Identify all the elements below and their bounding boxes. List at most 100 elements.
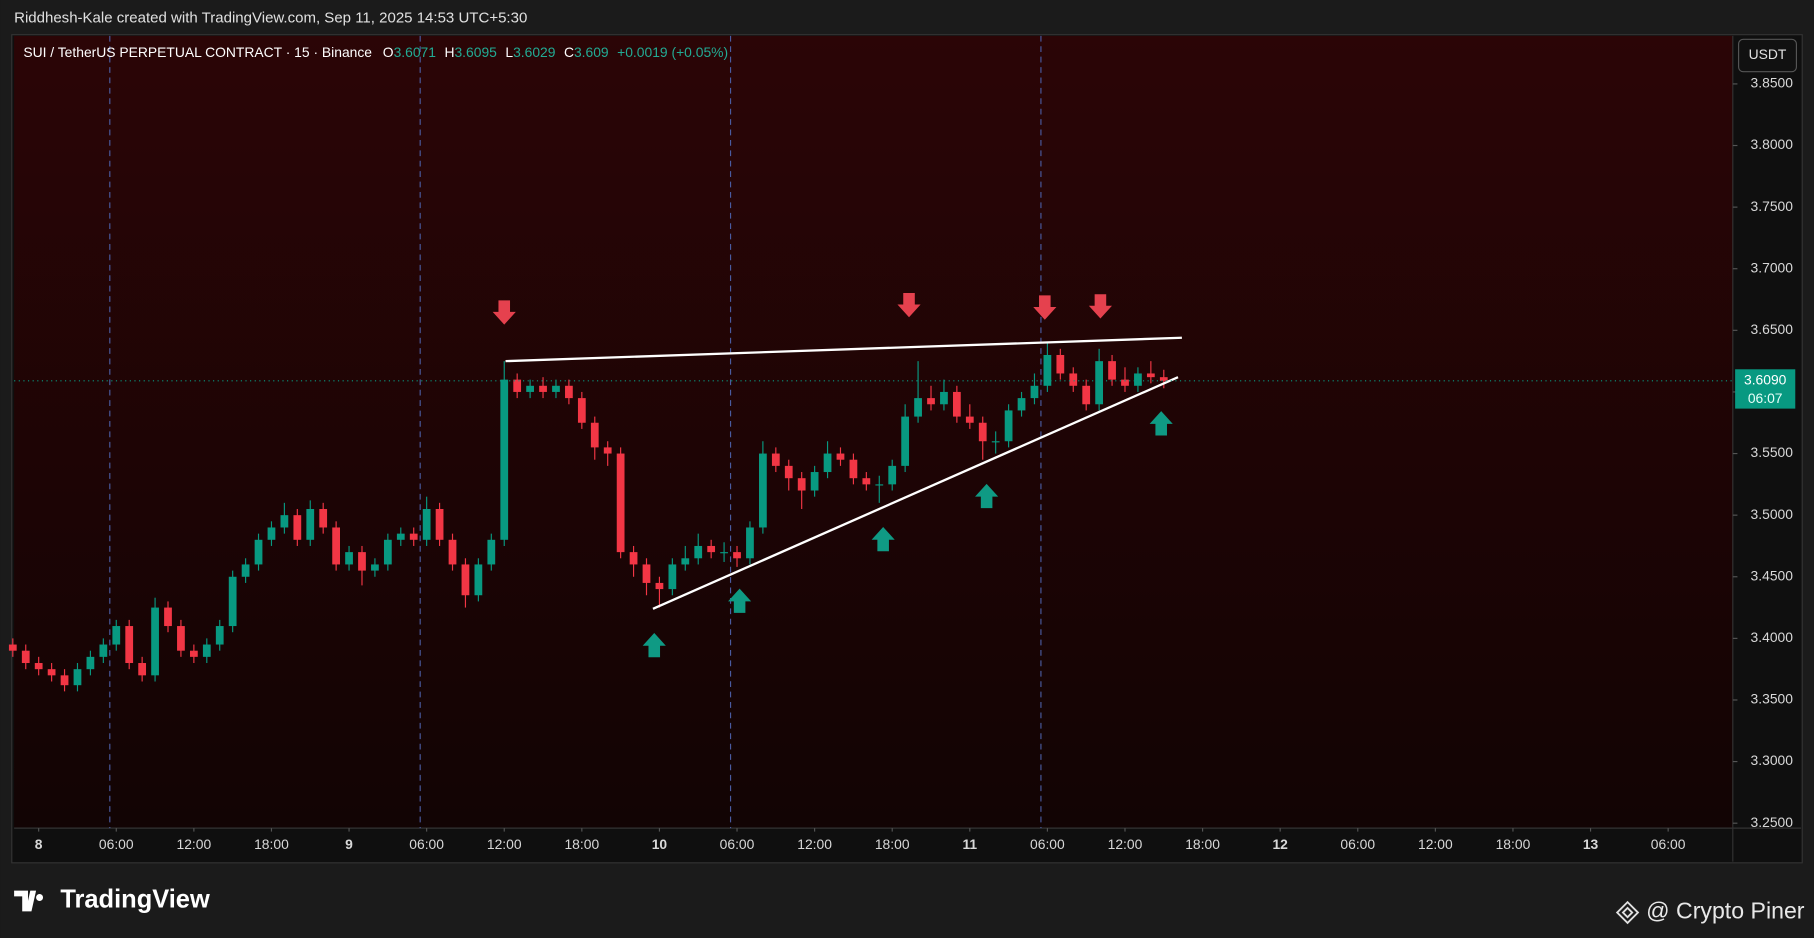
x-tick-label: 18:00 bbox=[875, 836, 910, 852]
current-price-label: 3.6090 bbox=[1744, 372, 1787, 388]
x-tick-label: 06:00 bbox=[720, 836, 755, 852]
open-value: 3.6071 bbox=[394, 44, 437, 60]
candle-body bbox=[1043, 354, 1052, 386]
candle-body bbox=[86, 656, 95, 670]
candle-body bbox=[202, 644, 211, 657]
candle-body bbox=[138, 663, 147, 676]
candle-body bbox=[991, 441, 1000, 443]
x-tick-label: 12 bbox=[1272, 836, 1288, 852]
currency-button-box[interactable] bbox=[1738, 38, 1798, 73]
candle-body bbox=[99, 644, 108, 657]
candle-body bbox=[164, 607, 172, 627]
candle-body bbox=[1095, 361, 1104, 405]
candle-body bbox=[862, 478, 871, 485]
candle-body bbox=[8, 644, 17, 651]
candle-body bbox=[396, 533, 405, 540]
candle-body bbox=[371, 564, 379, 571]
x-tick-label: 06:00 bbox=[1651, 836, 1686, 852]
candle-body bbox=[1017, 398, 1026, 411]
y-tick-label: 3.5000 bbox=[1751, 506, 1794, 522]
y-tick-label: 3.7500 bbox=[1751, 198, 1794, 214]
candle-body bbox=[1056, 354, 1065, 374]
y-tick-label: 3.8000 bbox=[1751, 136, 1794, 152]
x-tick-label: 12:00 bbox=[177, 836, 212, 852]
candle-body bbox=[487, 539, 496, 565]
candle-body bbox=[435, 508, 444, 540]
candle-body bbox=[228, 576, 237, 627]
change-value: +0.0019 (+0.05%) bbox=[617, 44, 728, 60]
trend-line bbox=[652, 376, 1179, 610]
logo-text[interactable]: TradingView bbox=[60, 886, 210, 914]
overlay-layer: 3.6090 06:07 bbox=[14, 292, 1796, 658]
candle-body bbox=[47, 669, 56, 676]
x-tick-label: 12:00 bbox=[797, 836, 832, 852]
candle-body bbox=[616, 453, 625, 553]
plot-area bbox=[14, 35, 1733, 829]
candle-body bbox=[1159, 377, 1168, 381]
candle-body bbox=[1069, 373, 1078, 386]
candle-body bbox=[888, 465, 897, 485]
candle-body bbox=[383, 539, 392, 565]
candle-body bbox=[771, 453, 780, 466]
candle-body bbox=[784, 465, 793, 479]
logo-icon[interactable] bbox=[14, 890, 44, 912]
arrow-marker bbox=[1149, 411, 1173, 436]
candle-body bbox=[409, 533, 418, 540]
y-tick-label: 3.3000 bbox=[1751, 752, 1794, 768]
y-tick-label: 3.2500 bbox=[1751, 814, 1794, 830]
low-label: L bbox=[505, 44, 513, 60]
candle-body bbox=[60, 675, 69, 686]
high-value: 3.6095 bbox=[454, 44, 497, 60]
candle-body bbox=[1108, 361, 1116, 380]
watermark-icon bbox=[1615, 900, 1640, 925]
candle-body bbox=[215, 626, 224, 645]
x-tick-label: 18:00 bbox=[254, 836, 289, 852]
candle-body bbox=[707, 545, 716, 553]
candle-body bbox=[720, 552, 728, 554]
candle-body bbox=[836, 453, 845, 460]
grid-layer: 3.2500 3.3000 3.3500 3.4000 3.4500 3.5000 3.55… bbox=[35, 35, 1794, 852]
x-tick-label: 06:00 bbox=[1030, 836, 1065, 852]
candle-body bbox=[189, 650, 198, 657]
candle-body bbox=[241, 564, 250, 577]
candle-body bbox=[1082, 385, 1091, 405]
candle-body bbox=[332, 527, 341, 565]
candle-body bbox=[306, 508, 315, 540]
candle-body bbox=[901, 416, 910, 466]
candle-body bbox=[978, 422, 987, 442]
candle-body bbox=[681, 558, 690, 565]
arrow-marker bbox=[642, 632, 666, 658]
tradingview-logo[interactable]: TradingView bbox=[14, 886, 210, 914]
x-tick-label: 13 bbox=[1583, 836, 1599, 852]
candle-body bbox=[849, 459, 858, 479]
legend: SUI / TetherUS PERPETUAL CONTRACT · 15 ·… bbox=[23, 44, 728, 60]
candle-body bbox=[733, 552, 741, 559]
candle-body bbox=[810, 472, 819, 491]
currency-label[interactable]: USDT bbox=[1749, 46, 1787, 62]
watermark: @ Crypto Piner bbox=[1646, 898, 1805, 924]
currency-button[interactable]: USDT bbox=[1738, 38, 1798, 73]
x-tick-label: 12:00 bbox=[1108, 836, 1143, 852]
close-value: 3.609 bbox=[574, 44, 609, 60]
x-tick-label: 12:00 bbox=[1418, 836, 1453, 852]
candle-body bbox=[526, 385, 534, 392]
candle-body bbox=[293, 515, 302, 540]
candle-body bbox=[565, 385, 573, 399]
candle-body bbox=[642, 564, 651, 583]
y-tick-label: 3.7000 bbox=[1751, 259, 1794, 275]
candle-body bbox=[668, 564, 677, 590]
candle-body bbox=[34, 663, 43, 670]
open-label: O bbox=[383, 44, 394, 60]
candle-body bbox=[875, 484, 884, 486]
candle-body bbox=[319, 508, 328, 528]
x-tick-label: 18:00 bbox=[564, 836, 599, 852]
candle-body bbox=[694, 545, 703, 559]
candle-body bbox=[952, 391, 961, 417]
trend-line bbox=[505, 336, 1182, 363]
candle-body bbox=[125, 626, 134, 664]
candle-body bbox=[73, 669, 82, 686]
x-tick-label: 06:00 bbox=[99, 836, 134, 852]
candle-body bbox=[151, 607, 159, 676]
